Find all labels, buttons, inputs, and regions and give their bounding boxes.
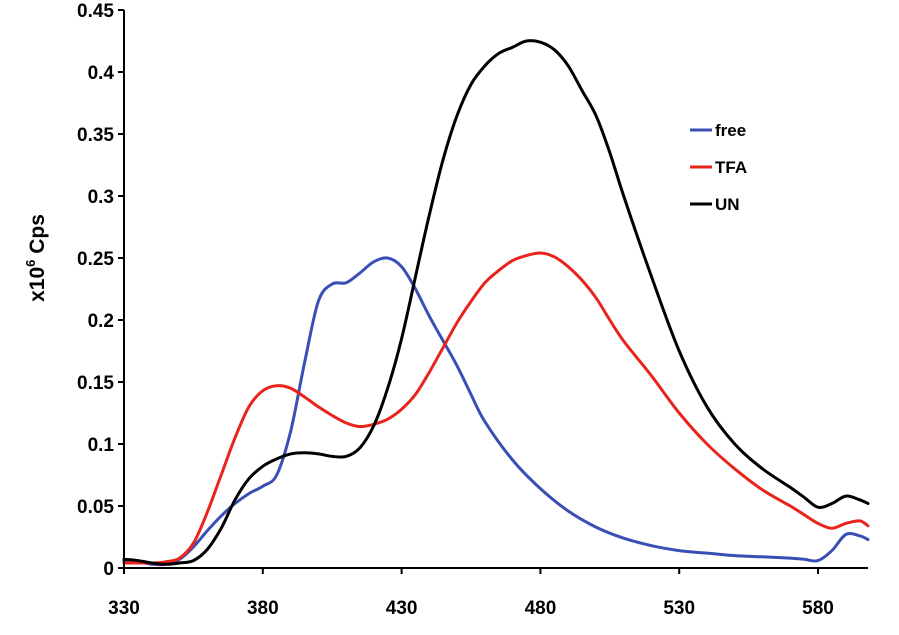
legend: free TFA UN [690,121,747,214]
series-line-un [122,39,870,566]
series-layer [122,39,870,567]
y-tick-label: 0.35 [77,125,114,146]
y-tick-label: 0.15 [77,373,114,394]
legend-label-un: UN [715,195,740,214]
x-ticks: 330 380 430 480 530 580 [108,568,834,619]
y-tick-label: 0.05 [77,497,114,518]
x-tick-label: 330 [108,598,140,619]
x-tick-label: 430 [386,598,418,619]
y-tick-label: 0 [103,559,114,580]
x-tick-label: 580 [802,598,834,619]
y-axis-title-suffix: Cps [26,214,49,260]
x-tick-label: 480 [525,598,557,619]
y-ticks: 0 0.05 0.1 0.15 0.2 0.25 0.3 0.35 0.4 0.45 [77,1,124,580]
y-tick-label: 0.3 [88,187,114,208]
svg-text:x106 Cps: x106 Cps [23,214,49,302]
y-tick-label: 0.45 [77,1,114,22]
series-line-free [122,256,870,567]
legend-label-free: free [715,121,746,140]
y-tick-label: 0.25 [77,249,114,270]
y-axis-title-superscript: 6 [23,260,38,267]
y-axis-title: x106 Cps [23,214,49,302]
x-tick-label: 380 [247,598,279,619]
y-axis-title-main: x10 [26,267,49,302]
y-tick-label: 0.2 [88,311,114,332]
legend-label-tfa: TFA [715,158,747,177]
y-tick-label: 0.1 [88,435,115,456]
series-line-tfa [122,251,870,565]
x-tick-label: 530 [663,598,695,619]
y-tick-label: 0.4 [88,63,115,84]
